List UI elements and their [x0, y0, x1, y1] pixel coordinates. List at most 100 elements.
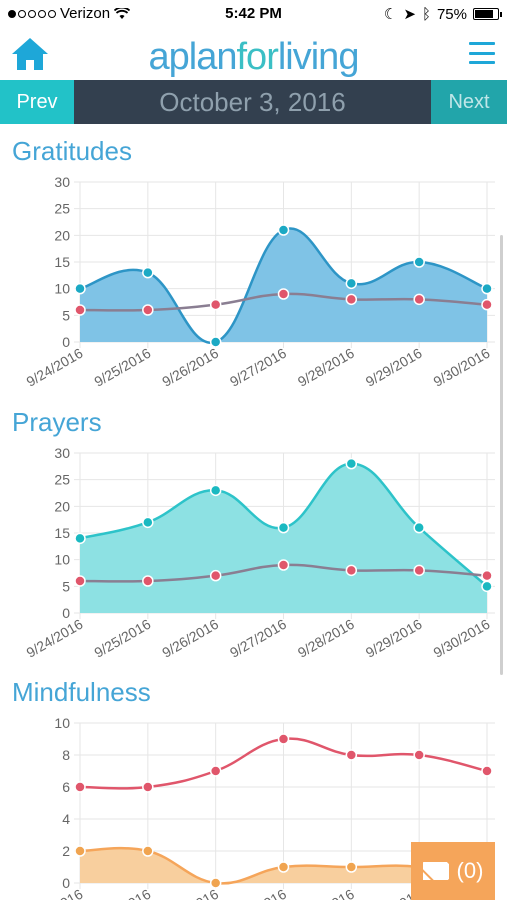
x-tick-label: 9/24/2016: [24, 886, 86, 900]
logo-part-for: for: [236, 36, 279, 78]
app-logo: aplanforliving: [0, 36, 507, 79]
y-tick-label: 0: [62, 605, 70, 621]
y-tick-label: 2: [62, 843, 70, 859]
x-tick-label: 9/29/2016: [363, 345, 425, 390]
data-point: [74, 845, 86, 857]
y-tick-label: 4: [62, 811, 70, 827]
data-point: [413, 521, 425, 534]
x-tick-label: 9/25/2016: [91, 886, 153, 900]
y-tick-label: 10: [54, 552, 70, 568]
location-arrow-icon: ➤: [403, 6, 416, 23]
data-point: [74, 575, 86, 587]
data-point: [345, 277, 358, 290]
clock: 5:42 PM: [225, 5, 282, 22]
next-button[interactable]: Next: [431, 80, 507, 124]
data-point: [277, 733, 290, 745]
data-point: [413, 293, 425, 306]
data-point: [345, 749, 358, 761]
x-tick-label: 9/30/2016: [431, 345, 493, 390]
x-tick-label: 9/24/2016: [24, 345, 86, 390]
data-point: [413, 256, 425, 268]
data-point: [209, 298, 222, 311]
x-tick-label: 9/26/2016: [159, 616, 221, 661]
data-point: [345, 564, 358, 577]
x-tick-label: 9/26/2016: [159, 886, 221, 900]
x-tick-label: 9/25/2016: [91, 616, 153, 661]
bluetooth-icon: ᛒ: [421, 5, 431, 23]
y-tick-label: 20: [54, 227, 70, 243]
data-point: [74, 532, 86, 545]
y-tick-label: 8: [62, 747, 70, 763]
logo-part-plan: aplan: [148, 36, 238, 78]
logo-part-living: living: [277, 36, 360, 78]
data-point: [413, 749, 425, 761]
y-tick-label: 30: [54, 445, 70, 461]
data-point: [142, 781, 154, 793]
message-count: (0): [456, 858, 484, 883]
status-indicators: ☾ ➤ ᛒ 75%: [383, 5, 502, 23]
home-button[interactable]: [10, 36, 50, 72]
y-tick-label: 20: [54, 498, 70, 514]
data-point: [345, 457, 358, 470]
data-point: [74, 304, 86, 316]
hamburger-icon: [469, 42, 495, 45]
data-point: [277, 559, 290, 571]
data-point: [345, 861, 358, 873]
date-navigation: Prev October 3, 2016 Next: [0, 80, 507, 124]
menu-button[interactable]: [469, 42, 495, 64]
gratitudes-title: Gratitudes: [12, 136, 132, 166]
data-point: [209, 877, 222, 889]
data-point: [277, 521, 290, 534]
data-point: [277, 224, 290, 236]
data-point: [481, 765, 493, 777]
y-tick-label: 30: [54, 174, 70, 190]
messages-button[interactable]: (0): [411, 842, 495, 900]
home-icon: [12, 38, 48, 70]
carrier-name: Verizon: [60, 5, 111, 22]
x-tick-label: 9/27/2016: [227, 886, 289, 900]
x-tick-label: 9/26/2016: [159, 345, 221, 390]
moon-icon: ☾: [383, 6, 398, 23]
current-date: October 3, 2016: [159, 86, 346, 117]
data-point: [481, 569, 493, 582]
x-tick-label: 9/25/2016: [91, 345, 153, 390]
data-point: [413, 564, 425, 577]
wifi-icon: [114, 7, 131, 19]
data-point: [209, 484, 222, 497]
data-point: [277, 288, 290, 300]
x-tick-label: 9/27/2016: [227, 345, 289, 390]
data-point: [481, 298, 493, 311]
y-tick-label: 25: [54, 472, 70, 488]
prev-button[interactable]: Prev: [0, 80, 74, 124]
series-area: [80, 463, 487, 613]
y-tick-label: 15: [54, 254, 70, 270]
status-bar: Verizon 5:42 PM ☾ ➤ ᛒ 75%: [0, 0, 507, 28]
prayers-title: Prayers: [12, 407, 102, 437]
battery-icon: [473, 8, 502, 20]
x-tick-label: 9/29/2016: [363, 616, 425, 661]
data-point: [74, 282, 86, 295]
data-point: [277, 861, 290, 873]
y-tick-label: 25: [54, 201, 70, 217]
scrollbar[interactable]: [500, 235, 503, 675]
data-point: [209, 765, 222, 777]
app-header: aplanforliving: [0, 28, 507, 80]
x-tick-label: 9/28/2016: [295, 616, 357, 661]
battery-percent: 75%: [436, 5, 467, 23]
y-tick-label: 10: [54, 281, 70, 297]
y-tick-label: 5: [62, 578, 70, 594]
data-point: [481, 580, 493, 593]
series-area: [80, 848, 487, 884]
data-point: [209, 569, 222, 582]
x-tick-label: 9/28/2016: [295, 345, 357, 390]
data-point: [142, 304, 154, 316]
mindfulness-title: Mindfulness: [12, 677, 151, 707]
y-tick-label: 0: [62, 334, 70, 350]
x-tick-label: 9/24/2016: [24, 616, 86, 661]
data-point: [345, 293, 358, 306]
charts-content[interactable]: Gratitudes 0 5 10 15 20 25 30 9/24/2016 9/25/201…: [0, 124, 507, 900]
data-point: [74, 781, 86, 793]
data-point: [142, 845, 154, 857]
